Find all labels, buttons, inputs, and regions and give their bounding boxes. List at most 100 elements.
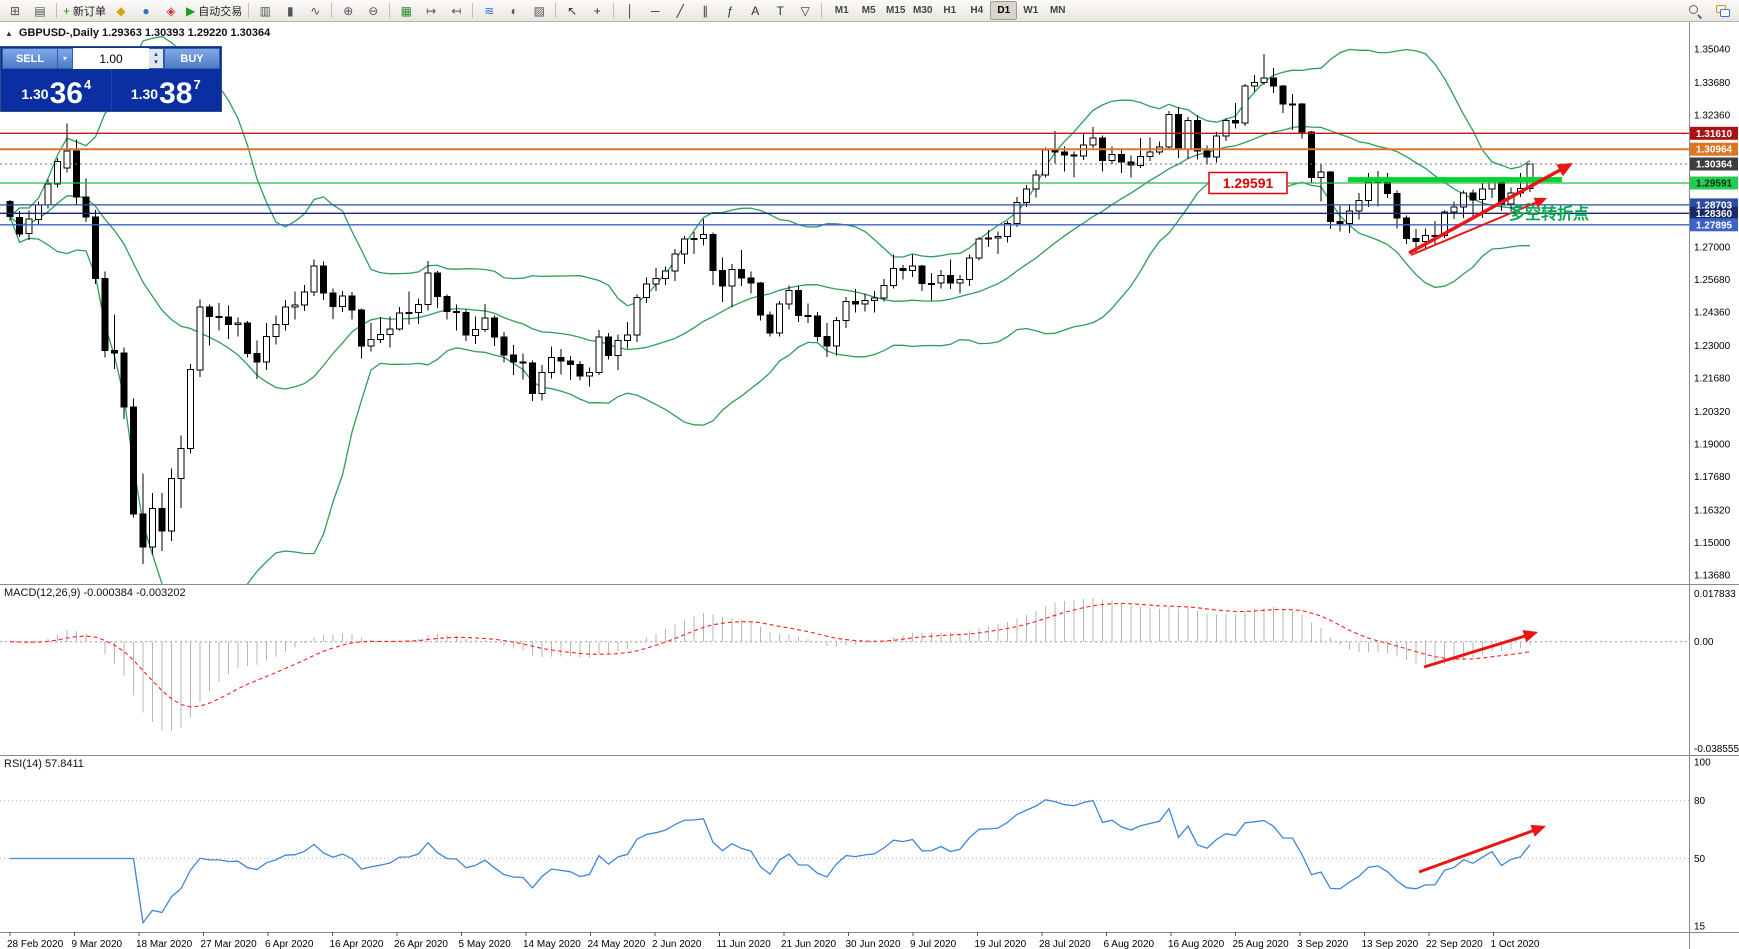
text-label-button[interactable]: T bbox=[768, 2, 792, 20]
chat-button[interactable] bbox=[1710, 2, 1734, 20]
text-label-icon: T bbox=[776, 3, 784, 18]
crosshair-button[interactable]: + bbox=[585, 2, 609, 20]
vertical-line-icon: │ bbox=[626, 3, 635, 18]
price-chart[interactable]: 1.29591 多空转折点 1.35040 1.33680 1.32360 1.27000… bbox=[0, 22, 1739, 949]
chart-title-text: GBPUSD-,Daily 1.29363 1.30393 1.29220 1.… bbox=[18, 27, 271, 39]
new-order-button[interactable]: + 新订单 bbox=[61, 2, 108, 20]
text-button[interactable]: A bbox=[743, 2, 767, 20]
date-axis-label: 9 Jul 2020 bbox=[910, 939, 957, 949]
cn-annotation-text[interactable]: 多空转折点 bbox=[1509, 204, 1589, 223]
toolbar-separator bbox=[331, 3, 333, 18]
shapes-icon: ▽ bbox=[800, 3, 810, 18]
timeframe-MN[interactable]: MN bbox=[1049, 5, 1066, 16]
autotrading-label: 自动交易 bbox=[198, 5, 243, 18]
spinner-up-icon[interactable]: ▴ bbox=[154, 50, 158, 58]
market-button[interactable]: ◈ bbox=[159, 2, 183, 20]
new-order-icon: + bbox=[63, 3, 71, 18]
support-zone-line[interactable] bbox=[1348, 177, 1562, 183]
timeframe-H4[interactable]: H4 bbox=[970, 5, 984, 16]
timeframe-D1[interactable]: D1 bbox=[990, 1, 1018, 20]
templates-button[interactable]: ▨ bbox=[527, 2, 551, 20]
bar-chart-button[interactable]: ▥ bbox=[253, 2, 277, 20]
timeframe-toolbar: M1 M5 M15 M30 H1 H4 D1 W1 MN bbox=[828, 1, 1071, 20]
svg-text:1.17680: 1.17680 bbox=[1694, 472, 1731, 483]
sell-price[interactable]: 1.30 36 4 bbox=[2, 69, 112, 110]
date-axis-label: 3 Sep 2020 bbox=[1297, 939, 1349, 949]
date-axis-label: 28 Feb 2020 bbox=[7, 939, 64, 949]
rsi-scale-label: 50 bbox=[1694, 854, 1706, 865]
new-chart-button[interactable]: ⊞ bbox=[3, 2, 27, 20]
vertical-line-button[interactable]: │ bbox=[618, 2, 642, 20]
date-axis-label: 9 Mar 2020 bbox=[72, 939, 123, 949]
fibonacci-button[interactable]: ƒ bbox=[718, 2, 742, 20]
trend-arrow[interactable] bbox=[1423, 631, 1535, 669]
date-axis-labels bbox=[9, 932, 1494, 936]
toolbar-separator bbox=[56, 3, 57, 18]
cursor-icon: ↖ bbox=[567, 3, 578, 18]
autotrading-button[interactable]: ▶ 自动交易 bbox=[184, 2, 244, 20]
spinner-down-icon[interactable]: ▾ bbox=[154, 58, 158, 66]
candlestick-chart-button[interactable]: ▮ bbox=[278, 2, 302, 20]
autotrading-icon: ▶ bbox=[186, 3, 196, 18]
chart-shift-icon: ↤ bbox=[451, 3, 462, 18]
buy-price[interactable]: 1.30 38 7 bbox=[112, 69, 221, 110]
timeframe-M5[interactable]: M5 bbox=[861, 5, 876, 16]
search-icon bbox=[1687, 3, 1702, 18]
indicators-button[interactable]: ≋ bbox=[477, 2, 501, 20]
line-chart-button[interactable]: ∿ bbox=[303, 2, 327, 20]
fibonacci-icon: ƒ bbox=[726, 3, 734, 18]
sell-button[interactable]: SELL bbox=[2, 48, 58, 69]
toolbar-separator bbox=[821, 3, 823, 18]
auto-scroll-button[interactable]: ↦ bbox=[419, 2, 443, 20]
periods-button[interactable]: ◐ bbox=[502, 2, 526, 20]
channel-icon: ∥ bbox=[702, 3, 709, 18]
channel-button[interactable]: ∥ bbox=[693, 2, 717, 20]
collapse-arrow-icon[interactable]: ▲ bbox=[5, 28, 13, 38]
timeframe-M15[interactable]: M15 bbox=[886, 5, 906, 16]
buy-price-big-figure: 1.30 bbox=[130, 86, 159, 102]
trend-arrow[interactable] bbox=[1408, 163, 1571, 255]
trend-arrow[interactable] bbox=[1418, 825, 1543, 874]
rsi-label: RSI(14) 57.8411 bbox=[4, 758, 84, 770]
search-button[interactable] bbox=[1682, 2, 1706, 20]
price-callout-text: 1.29591 bbox=[1223, 175, 1274, 191]
date-axis-label: 26 Apr 2020 bbox=[394, 939, 448, 949]
timeframe-M1[interactable]: M1 bbox=[834, 5, 849, 16]
shapes-button[interactable]: ▽ bbox=[793, 2, 817, 20]
trend-arrow[interactable] bbox=[1410, 198, 1544, 256]
timeframe-H1[interactable]: H1 bbox=[943, 5, 957, 16]
metaeditor-button[interactable]: ◆ bbox=[109, 2, 133, 20]
volume-stepper[interactable]: ▴ ▾ bbox=[149, 48, 164, 69]
toolbar-separator bbox=[472, 3, 474, 18]
timeframe-M30[interactable]: M30 bbox=[913, 5, 933, 16]
trend-arrow-head bbox=[1556, 163, 1573, 177]
date-axis-label: 30 Jun 2020 bbox=[846, 939, 901, 949]
sell-price-point: 4 bbox=[83, 77, 92, 92]
zoom-in-button[interactable]: ⊕ bbox=[336, 2, 360, 20]
profiles-button[interactable]: ▤ bbox=[28, 2, 52, 20]
new-order-label: 新订单 bbox=[73, 5, 107, 18]
auto-scroll-icon: ↦ bbox=[426, 3, 437, 18]
templates-icon: ▨ bbox=[533, 3, 545, 18]
zoom-in-icon: ⊕ bbox=[343, 3, 354, 18]
macd-scale-max: 0.017833 bbox=[1694, 589, 1736, 600]
profiles-icon: ▤ bbox=[34, 3, 46, 18]
price-badge bbox=[1690, 157, 1738, 171]
trendline-button[interactable]: ╱ bbox=[668, 2, 692, 20]
cursor-button[interactable]: ↖ bbox=[560, 2, 584, 20]
price-callout-box[interactable] bbox=[1208, 171, 1288, 195]
tile-windows-button[interactable]: ▦ bbox=[394, 2, 418, 20]
chart-shift-button[interactable]: ↤ bbox=[444, 2, 468, 20]
volume-input[interactable]: 1.00 bbox=[73, 48, 149, 69]
buy-button[interactable]: BUY bbox=[164, 48, 220, 69]
date-axis-label: 28 Jul 2020 bbox=[1039, 939, 1091, 949]
timeframe-W1[interactable]: W1 bbox=[1023, 5, 1039, 16]
community-button[interactable]: ● bbox=[134, 2, 158, 20]
order-type-dropdown-icon[interactable]: ▾ bbox=[58, 48, 73, 69]
buy-price-pips: 38 bbox=[159, 76, 193, 110]
horizontal-line-button[interactable]: ─ bbox=[643, 2, 667, 20]
svg-text:1.24360: 1.24360 bbox=[1694, 307, 1731, 318]
price-badge bbox=[1690, 218, 1738, 232]
zoom-out-button[interactable]: ⊖ bbox=[361, 2, 385, 20]
chat-icon bbox=[1715, 3, 1730, 18]
